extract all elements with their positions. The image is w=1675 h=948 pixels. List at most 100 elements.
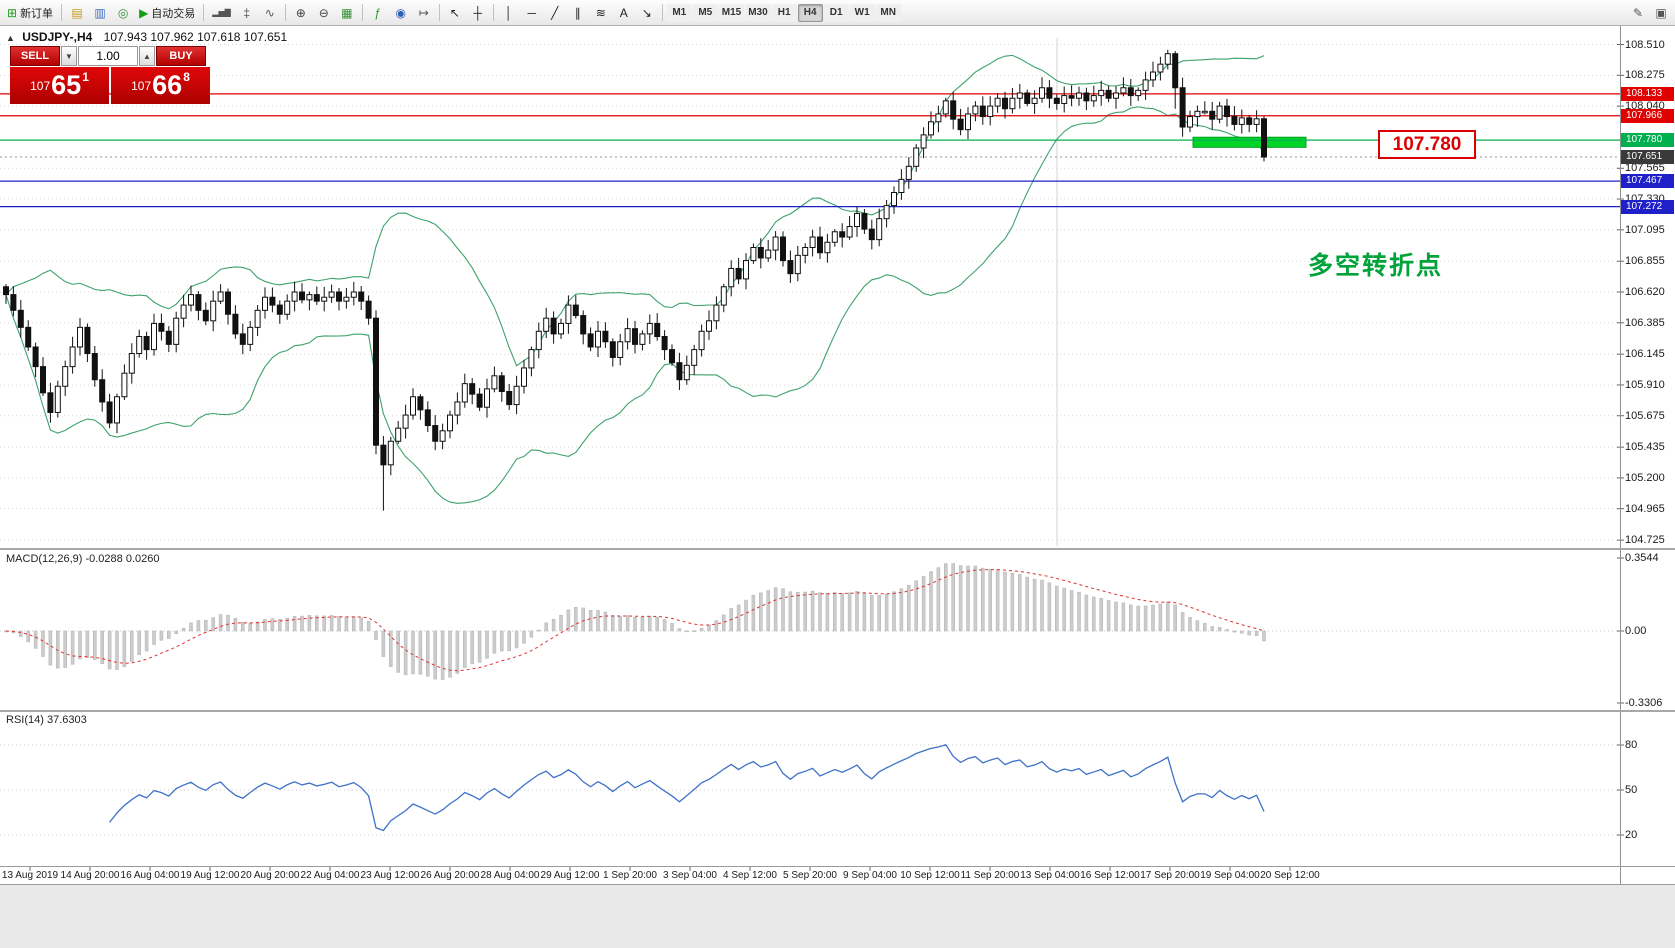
timeframe-h4-button[interactable]: H4 bbox=[797, 3, 823, 22]
sell-quote[interactable]: 107 65 1 bbox=[10, 67, 109, 104]
buy-button[interactable]: BUY bbox=[156, 46, 206, 66]
price-callout-label[interactable]: 107.780 bbox=[1378, 130, 1476, 159]
timeframe-m5-button[interactable]: M5 bbox=[692, 3, 718, 22]
timeframe-m15-button[interactable]: M15 bbox=[718, 3, 745, 22]
one-click-trading-panel: SELL ▼ ▲ BUY 107 65 1 107 66 8 bbox=[10, 46, 210, 104]
sell-price-point: 1 bbox=[82, 70, 89, 84]
new-order-button-label: 新订单 bbox=[20, 7, 54, 20]
rsi-scale-label: 80 bbox=[1625, 739, 1638, 751]
rsi-indicator-label: RSI(14) 37.6303 bbox=[6, 714, 87, 726]
bollinger-layer bbox=[5, 54, 1265, 504]
tile-windows-icon[interactable]: ▦ bbox=[336, 2, 358, 24]
time-axis-label: 19 Sep 04:00 bbox=[1200, 870, 1260, 881]
profiles-icon: ▥ bbox=[94, 5, 106, 20]
history-icon[interactable]: ◎ bbox=[112, 2, 134, 24]
new-order-button[interactable]: ⊞ 新订单 bbox=[3, 2, 57, 24]
price-tick-label: 106.855 bbox=[1625, 255, 1665, 268]
toolbar-separator bbox=[61, 4, 63, 21]
time-axis-label: 22 Aug 04:00 bbox=[300, 870, 360, 881]
time-axis-label: 20 Aug 20:00 bbox=[240, 870, 300, 881]
horizontal-line-icon[interactable]: ─ bbox=[521, 2, 543, 24]
autotrade-button[interactable]: ▶ 自动交易 bbox=[135, 2, 199, 24]
time-axis-label: 4 Sep 12:00 bbox=[723, 870, 777, 881]
pane-separator[interactable] bbox=[0, 710, 1675, 712]
time-axis-label: 29 Aug 12:00 bbox=[540, 870, 600, 881]
pane-separator[interactable] bbox=[0, 548, 1675, 550]
text-icon[interactable]: A bbox=[613, 2, 635, 24]
panel-icon[interactable]: ▣ bbox=[1650, 2, 1672, 24]
time-axis-label: 9 Sep 04:00 bbox=[843, 870, 897, 881]
charts-icon[interactable]: ▤ bbox=[66, 2, 88, 24]
price-tick-label: 106.385 bbox=[1625, 316, 1665, 329]
price-tick-label: 108.510 bbox=[1625, 38, 1665, 51]
price-tick-label: 105.435 bbox=[1625, 441, 1665, 454]
zoom-in-icon[interactable]: ⊕ bbox=[290, 2, 312, 24]
chart-shift-icon[interactable]: ↦ bbox=[413, 2, 435, 24]
toolbar-separator bbox=[438, 4, 440, 21]
channel-icon: ∥ bbox=[574, 5, 581, 20]
toolbar-separator bbox=[203, 4, 205, 21]
zoom-in-icon: ⊕ bbox=[295, 5, 306, 20]
bar-chart-icon: ▂▅▇ bbox=[212, 7, 231, 17]
time-axis-label: 13 Aug 2019 bbox=[1, 870, 59, 881]
price-tick-label: 104.725 bbox=[1625, 534, 1665, 547]
time-axis-label: 5 Sep 20:00 bbox=[783, 870, 837, 881]
buy-price-big-figure: 107 bbox=[131, 79, 152, 93]
chart-shift-icon: ↦ bbox=[418, 5, 429, 20]
volume-up-button[interactable]: ▲ bbox=[139, 46, 155, 66]
price-badge: 107.651 bbox=[1621, 150, 1674, 164]
indicators-icon: ƒ bbox=[374, 5, 382, 20]
price-badge: 108.133 bbox=[1621, 86, 1674, 101]
candles-layer bbox=[3, 49, 1267, 511]
workspace-background bbox=[0, 884, 1675, 948]
trendline-icon[interactable]: ╱ bbox=[544, 2, 566, 24]
price-tick-label: 106.145 bbox=[1625, 348, 1665, 361]
crosshair-icon[interactable]: ┼ bbox=[467, 2, 489, 24]
price-tick-label: 107.095 bbox=[1625, 223, 1665, 236]
crosshair-icon: ┼ bbox=[473, 5, 483, 20]
buy-quote[interactable]: 107 66 8 bbox=[111, 67, 210, 104]
cursor-icon[interactable]: ↖ bbox=[444, 2, 466, 24]
price-badge: 107.966 bbox=[1621, 108, 1674, 123]
timeframe-m1-button[interactable]: M1 bbox=[666, 3, 692, 22]
time-axis-label: 3 Sep 04:00 bbox=[663, 870, 717, 881]
timeframe-w1-button[interactable]: W1 bbox=[849, 3, 875, 22]
channel-icon[interactable]: ∥ bbox=[567, 2, 589, 24]
line-chart-icon: ∿ bbox=[264, 5, 275, 20]
arrows-icon: ↘ bbox=[641, 5, 652, 20]
quick-edit-icon[interactable]: ✎ bbox=[1627, 2, 1649, 24]
zoom-out-icon[interactable]: ⊖ bbox=[313, 2, 335, 24]
volume-down-button[interactable]: ▼ bbox=[61, 46, 77, 66]
toolbar-separator bbox=[361, 4, 363, 21]
arrows-icon[interactable]: ↘ bbox=[636, 2, 658, 24]
price-tick-label: 108.275 bbox=[1625, 69, 1665, 82]
candlestick-icon: ‡ bbox=[243, 5, 251, 20]
macd-indicator-label: MACD(12,26,9) -0.0288 0.0260 bbox=[6, 553, 160, 565]
fibonacci-icon[interactable]: ≋ bbox=[590, 2, 612, 24]
time-axis-label: 16 Aug 04:00 bbox=[120, 870, 180, 881]
annotation-text[interactable]: 多空转折点 bbox=[1308, 252, 1444, 280]
indicators-icon[interactable]: ƒ bbox=[367, 2, 389, 24]
bar-chart-icon[interactable]: ▂▅▇ bbox=[208, 2, 234, 24]
timeframe-m30-button[interactable]: M30 bbox=[745, 3, 771, 22]
timeframe-mn-button[interactable]: MN bbox=[875, 3, 901, 22]
toolbar-separator bbox=[661, 4, 663, 21]
time-axis-separator bbox=[0, 866, 1675, 867]
sell-price-big-figure: 107 bbox=[30, 79, 51, 93]
volume-input[interactable] bbox=[78, 46, 138, 66]
collapse-panel-icon[interactable]: ▲ bbox=[6, 33, 15, 43]
line-chart-icon[interactable]: ∿ bbox=[259, 2, 281, 24]
vertical-line-icon[interactable]: │ bbox=[498, 2, 520, 24]
price-tick-label: 106.620 bbox=[1625, 286, 1665, 298]
timeframe-d1-button[interactable]: D1 bbox=[823, 3, 849, 22]
trendline-icon: ╱ bbox=[551, 5, 559, 20]
autotrade-icon: ▶ bbox=[139, 5, 149, 20]
navigator-icon[interactable]: ◉ bbox=[390, 2, 412, 24]
timeframe-h1-button[interactable]: H1 bbox=[771, 3, 797, 22]
candlestick-icon[interactable]: ‡ bbox=[236, 2, 258, 24]
grid-layer bbox=[0, 38, 1620, 546]
profiles-icon[interactable]: ▥ bbox=[89, 2, 111, 24]
sell-button[interactable]: SELL bbox=[10, 46, 60, 66]
price-tick-label: 104.965 bbox=[1625, 502, 1665, 515]
